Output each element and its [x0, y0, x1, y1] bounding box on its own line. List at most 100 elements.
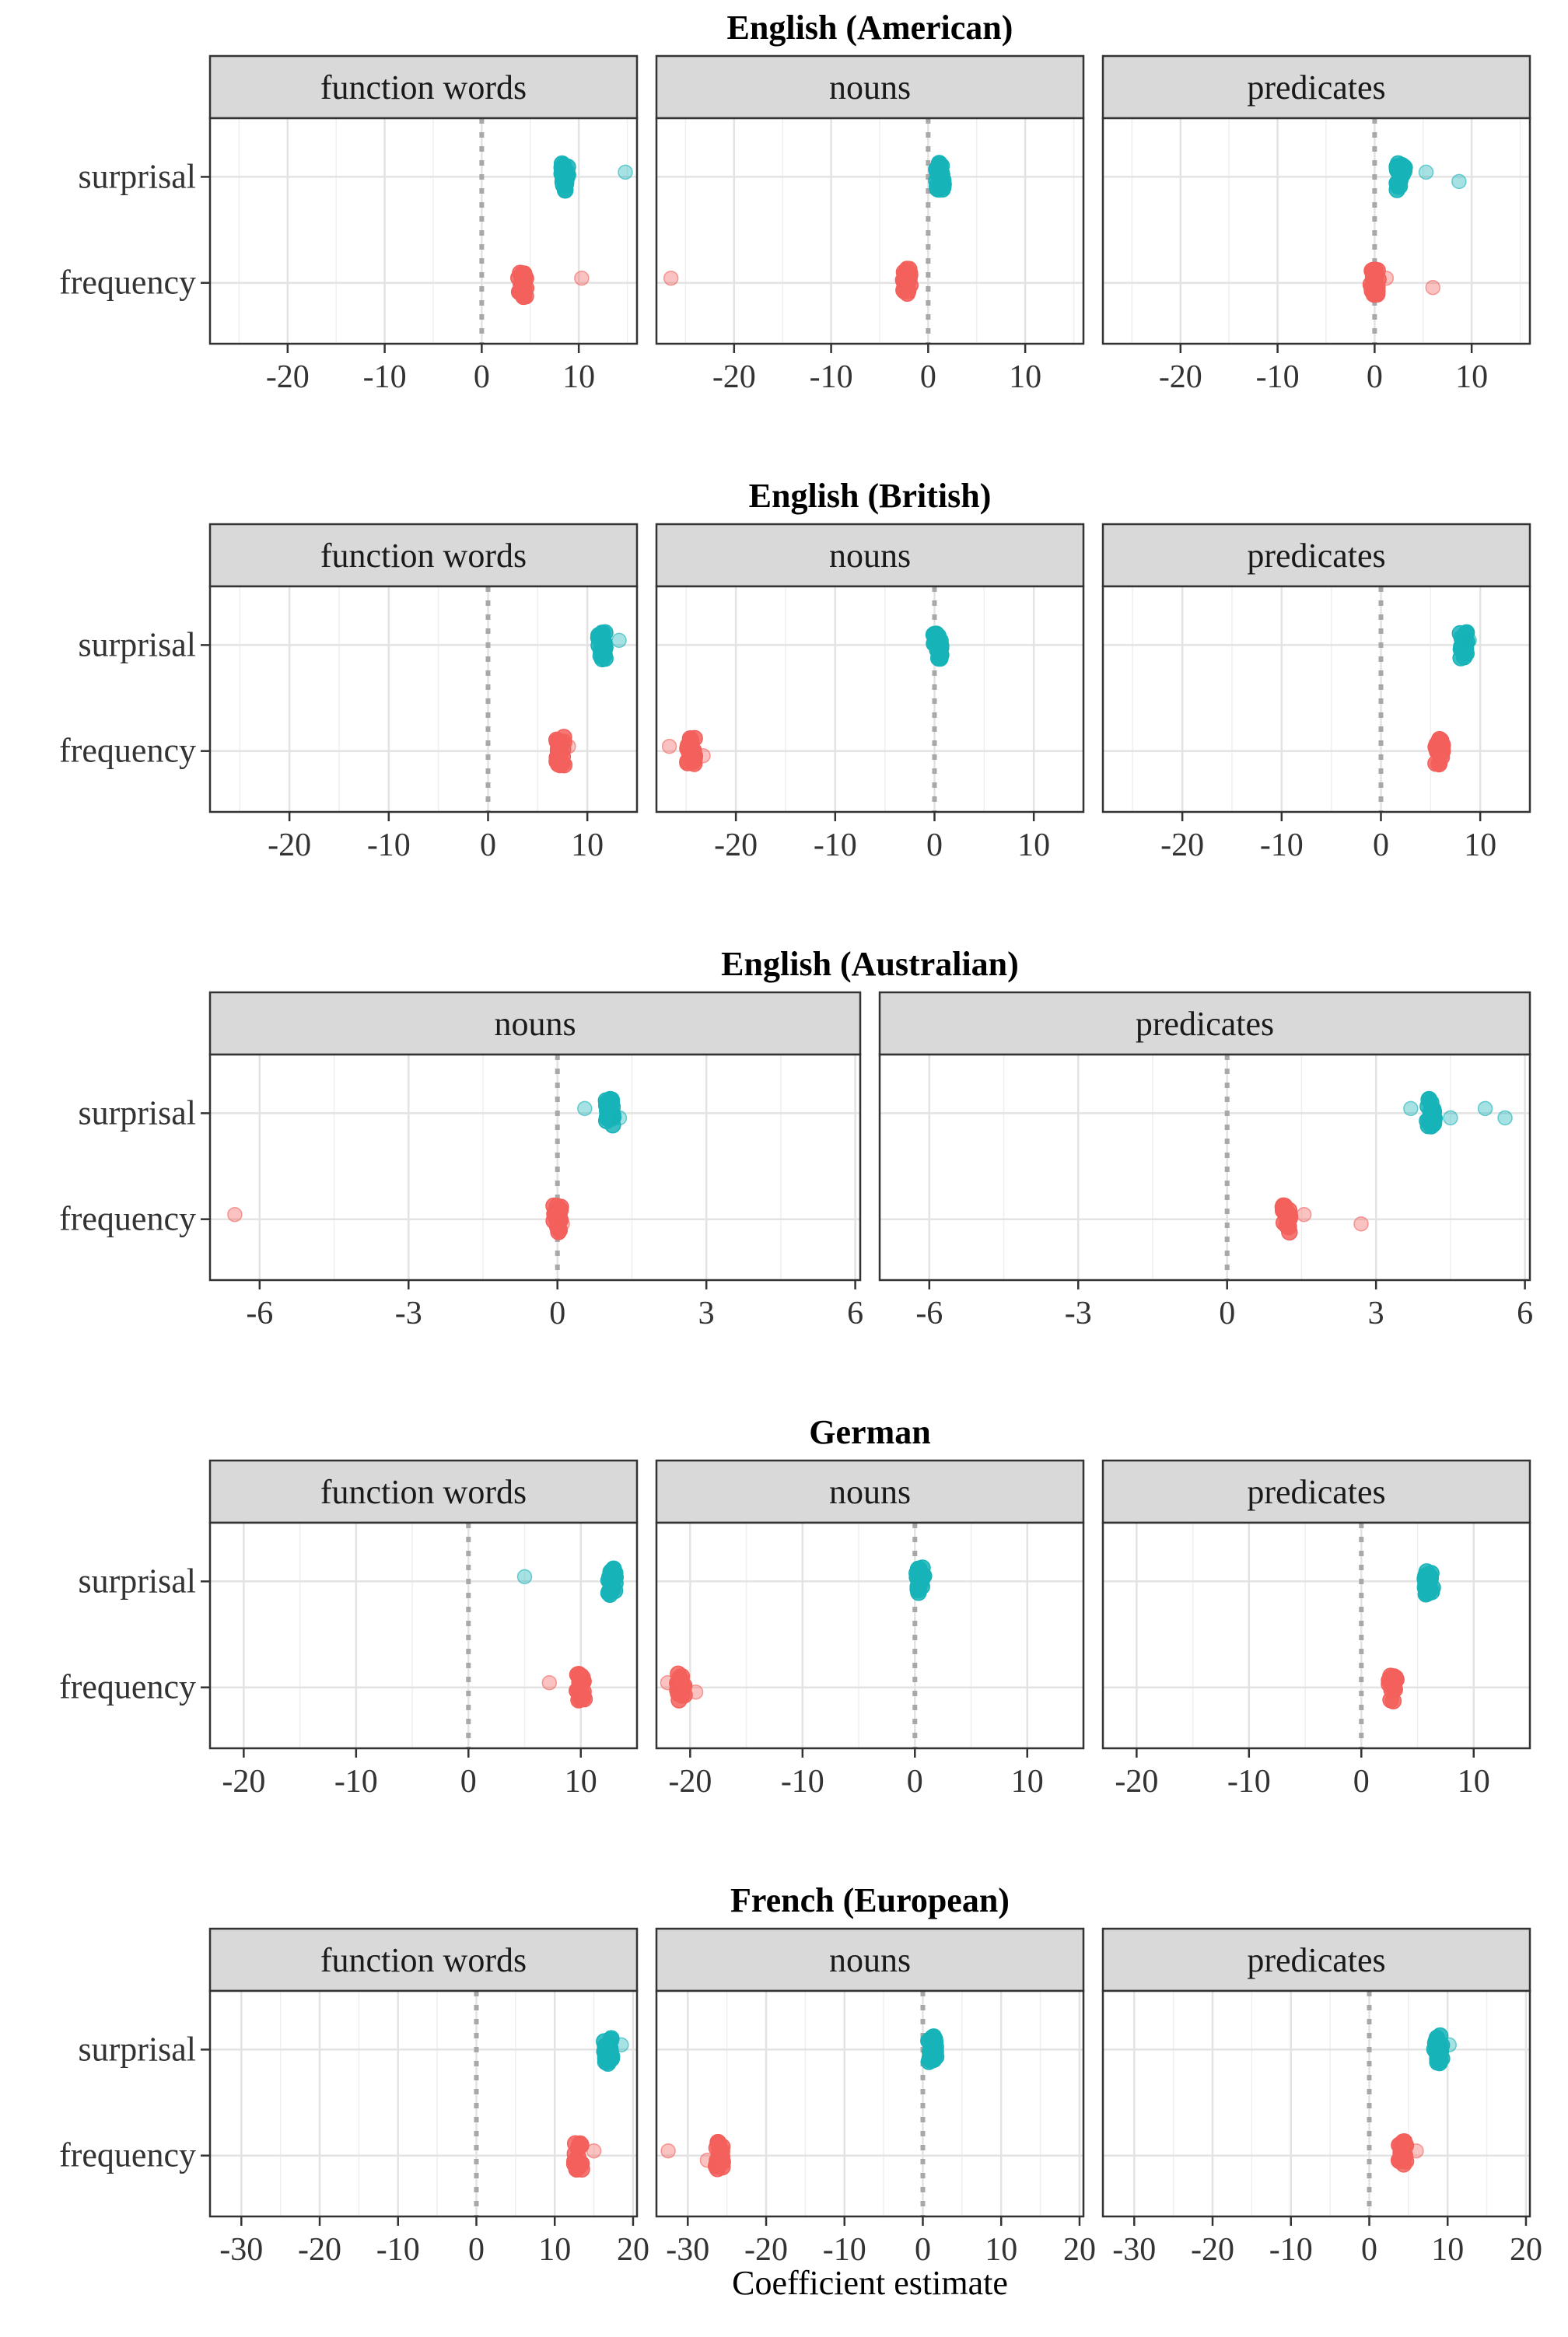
section-3: German surprisal frequency function words -2…	[59, 1413, 1531, 1800]
plot-area	[210, 1991, 637, 2216]
panel-strip	[655, 1459, 1085, 1524]
panel-border	[1101, 1989, 1531, 2218]
frequency-point	[714, 2158, 731, 2176]
plot-area	[1103, 1991, 1530, 2216]
x-tick-label: 0	[1219, 1296, 1235, 1331]
x-tick-label: -20	[298, 2232, 341, 2268]
frequency-outlier-point	[586, 2143, 602, 2159]
frequency-outlier-point	[1425, 279, 1440, 296]
plot-area	[210, 118, 637, 344]
panel-label: function words	[320, 537, 527, 575]
panel-0: function words -20 -10 0 10	[208, 523, 639, 863]
x-tick-label: 0	[1361, 2232, 1377, 2268]
x-tick-label: 0	[480, 827, 496, 863]
surprisal-outlier-point	[577, 1100, 593, 1117]
panel-0: function words -30 -20 -10 0 10 20	[208, 1927, 649, 2268]
x-tick-label: 0	[926, 827, 943, 863]
y-tick-label: surprisal	[78, 625, 196, 663]
surprisal-outlier-point	[1441, 2037, 1457, 2053]
x-tick-label: -10	[1227, 1764, 1271, 1800]
x-tick-label: -20	[222, 1764, 265, 1800]
panel-label: nouns	[494, 1005, 576, 1043]
plot-area	[656, 118, 1083, 344]
x-tick-label: 10	[1009, 359, 1041, 395]
x-tick-label: 20	[1510, 2232, 1542, 2268]
frequency-outlier-point	[660, 1674, 676, 1691]
x-tick-label: -10	[376, 2232, 420, 2268]
panel-label: predicates	[1247, 537, 1385, 575]
frequency-point	[551, 742, 569, 759]
y-tick-label: surprisal	[78, 2030, 196, 2068]
x-tick-label: 0	[460, 1764, 477, 1800]
plot-area	[656, 1991, 1083, 2216]
panel-strip	[1101, 54, 1531, 120]
x-tick-label: 0	[1373, 827, 1389, 863]
panel-2: predicates -20 -10 0 10	[1101, 1459, 1531, 1800]
surprisal-point	[934, 180, 951, 198]
plot-area	[210, 586, 637, 812]
y-tick-label: surprisal	[78, 157, 196, 195]
x-tick-label: -20	[1160, 827, 1204, 863]
panel-2: predicates -20 -10 0 10	[1101, 54, 1531, 395]
x-tick-label: 0	[920, 359, 936, 395]
x-tick-label: 0	[468, 2232, 485, 2268]
frequency-point	[710, 2135, 727, 2152]
panel-strip	[208, 54, 639, 120]
surprisal-point	[553, 165, 570, 182]
surprisal-point	[1456, 644, 1474, 661]
surprisal-outlier-point	[1461, 632, 1477, 649]
surprisal-point	[909, 1560, 927, 1578]
section-4: French (European) surprisal frequency funct…	[59, 1881, 1542, 2268]
x-tick-label: 0	[549, 1296, 565, 1331]
x-tick-label: -10	[810, 359, 853, 395]
panel-border	[878, 1053, 1531, 1282]
x-tick-label: 0	[1367, 359, 1383, 395]
x-tick-label: 10	[1011, 1764, 1044, 1800]
panel-label: predicates	[1136, 1005, 1274, 1043]
x-tick-label: 10	[538, 2232, 571, 2268]
panel-strip	[208, 991, 862, 1056]
plot-area	[1103, 118, 1530, 344]
surprisal-point	[597, 649, 614, 667]
frequency-outlier-point	[561, 738, 576, 754]
frequency-point	[1368, 285, 1386, 303]
frequency-point	[1281, 1223, 1298, 1241]
surprisal-point	[1388, 159, 1405, 177]
plot-area	[210, 1523, 637, 1748]
frequency-outlier-point	[661, 738, 677, 754]
x-tick-label: -10	[363, 359, 407, 395]
surprisal-outlier-point	[1451, 173, 1467, 190]
panel-0: nouns -6 -3 0 3 6	[208, 991, 863, 1331]
plot-area	[880, 1055, 1530, 1280]
x-tick-label: 20	[1063, 2232, 1096, 2268]
x-tick-label: 10	[571, 827, 604, 863]
y-tick-label: surprisal	[78, 1093, 196, 1132]
panel-border	[208, 1053, 862, 1282]
section-title: English (British)	[749, 477, 992, 515]
panel-border	[655, 1989, 1085, 2218]
frequency-outlier-point	[663, 270, 679, 286]
panel-border	[655, 585, 1085, 813]
surprisal-point	[603, 2048, 621, 2066]
x-tick-label: -10	[781, 1764, 824, 1800]
panel-border	[1101, 117, 1531, 345]
y-tick-label: frequency	[59, 1668, 196, 1706]
y-tick-label: surprisal	[78, 1562, 196, 1600]
panel-2: predicates -30 -20 -10 0 10 20	[1101, 1927, 1542, 2268]
plot-area	[656, 1523, 1083, 1748]
panel-border	[208, 1989, 639, 2218]
panel-strip	[878, 991, 1531, 1056]
y-tick-label: frequency	[59, 264, 196, 302]
frequency-outlier-point	[541, 1674, 558, 1691]
plot-area	[656, 586, 1083, 812]
frequency-outlier-point	[555, 1216, 570, 1232]
surprisal-point	[1422, 1569, 1440, 1587]
x-tick-label: -20	[1115, 1764, 1158, 1800]
x-tick-label: 0	[907, 1764, 923, 1800]
x-tick-label: -10	[1256, 359, 1300, 395]
surprisal-outlier-point	[1443, 1110, 1458, 1126]
panel-2: predicates -20 -10 0 10	[1101, 523, 1531, 863]
x-tick-label: -20	[714, 827, 758, 863]
